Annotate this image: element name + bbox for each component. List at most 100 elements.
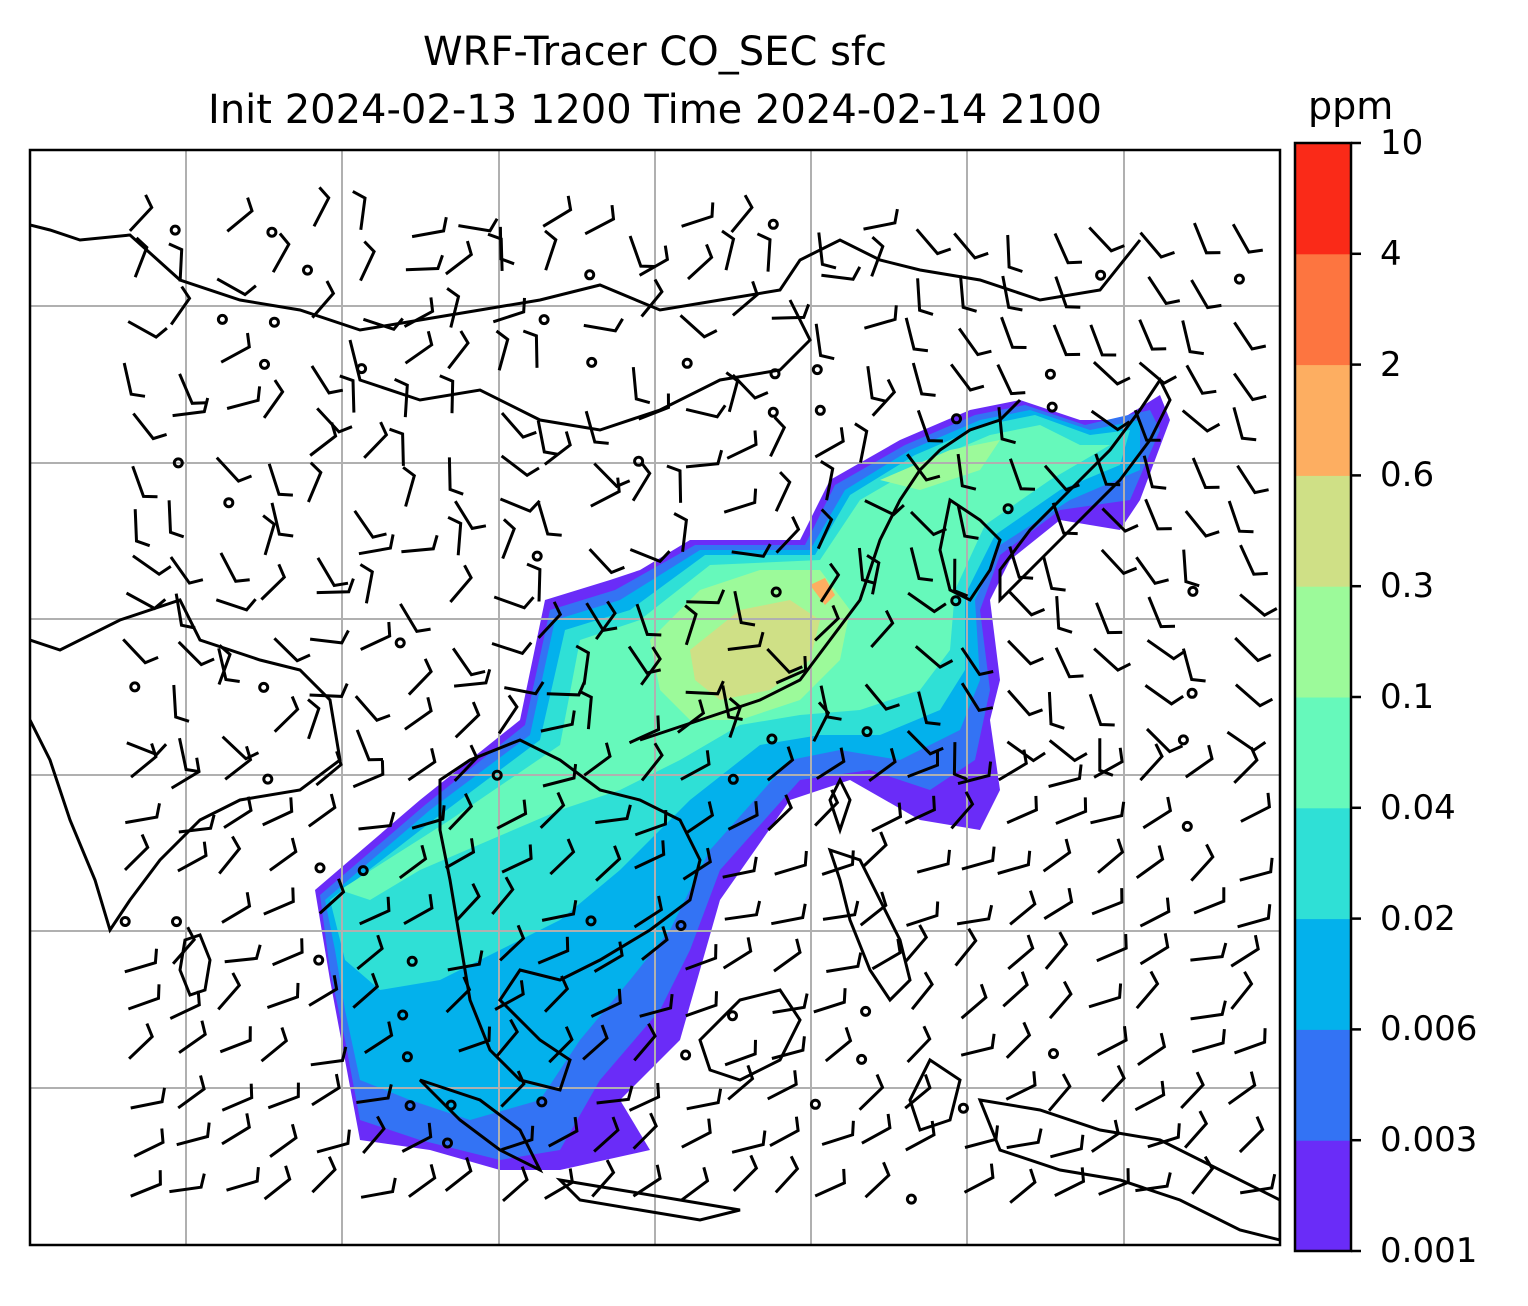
colorbar-segment xyxy=(1295,586,1351,698)
wind-barb xyxy=(1239,1173,1277,1195)
wind-barb xyxy=(814,427,845,459)
wind-barb xyxy=(487,232,504,271)
wind-barb xyxy=(1051,502,1078,536)
wind-barb xyxy=(821,850,855,876)
wind-barb xyxy=(271,232,291,273)
wind-barb-calm xyxy=(1046,401,1058,413)
wind-barb xyxy=(388,427,405,466)
wind-barb xyxy=(1008,546,1034,580)
wind-barb xyxy=(960,647,994,677)
wind-barb xyxy=(310,365,344,395)
colorbar-unit: ppm xyxy=(1308,84,1394,128)
wind-barb xyxy=(177,1075,206,1110)
wind-barb-calm xyxy=(268,316,280,328)
wind-barb xyxy=(870,609,895,648)
wind-barb xyxy=(169,285,192,326)
wind-barb xyxy=(916,278,934,316)
wind-barb xyxy=(501,844,533,874)
colorbar-segment xyxy=(1295,918,1351,1030)
wind-barb xyxy=(721,685,743,721)
wind-barb xyxy=(307,698,321,740)
wind-barb xyxy=(454,500,487,531)
wind-barb xyxy=(686,243,714,281)
wind-barb xyxy=(906,453,941,482)
wind-barb xyxy=(634,810,668,837)
wind-barb xyxy=(960,983,988,1020)
wind-barb xyxy=(731,543,772,558)
wind-barb xyxy=(546,681,586,697)
wind-barb xyxy=(861,1113,892,1145)
coastline-borneo xyxy=(698,988,802,1082)
wind-barb xyxy=(722,856,758,879)
wind-barb xyxy=(496,799,528,830)
wind-barb-calm xyxy=(172,457,184,469)
wind-barb xyxy=(685,449,724,469)
wind-barb xyxy=(817,232,837,270)
wind-barb-calm xyxy=(769,368,781,380)
wind-barb xyxy=(676,699,706,734)
wind-barb xyxy=(854,422,869,463)
wind-barb xyxy=(362,1115,386,1154)
wind-barb-calm xyxy=(767,218,779,230)
wind-barb xyxy=(310,1046,348,1067)
wind-barb xyxy=(1145,727,1184,754)
wind-barb xyxy=(267,1082,300,1110)
wind-barb xyxy=(1054,276,1081,309)
wind-barb xyxy=(177,640,215,667)
wind-barb xyxy=(1091,888,1124,916)
wind-barb-calm xyxy=(1233,273,1245,285)
wind-barb xyxy=(544,1168,575,1200)
wind-barb xyxy=(595,845,622,882)
wind-barb xyxy=(307,793,337,828)
wind-barb xyxy=(168,242,184,282)
wind-barb xyxy=(769,1116,800,1148)
coastline-taiwan xyxy=(828,776,852,835)
wind-barb xyxy=(226,197,254,233)
wind-barb xyxy=(402,466,417,507)
wind-barb xyxy=(354,695,391,722)
wind-barb xyxy=(957,327,992,357)
coastline-china-east xyxy=(639,398,1022,742)
wind-barb xyxy=(362,317,404,332)
wind-barb xyxy=(1146,639,1187,661)
wind-barb xyxy=(171,926,197,965)
wind-barb xyxy=(1101,507,1139,533)
wind-barb xyxy=(547,1116,579,1148)
wind-barb-calm xyxy=(531,550,543,562)
wind-barb xyxy=(682,847,712,881)
wind-barb xyxy=(1053,232,1083,265)
wind-barb xyxy=(724,900,762,921)
wind-barb xyxy=(1047,1073,1072,1112)
wind-barb xyxy=(263,1165,292,1201)
wind-barb xyxy=(1008,458,1036,491)
wind-barb xyxy=(127,984,161,1011)
wind-barb xyxy=(1147,1123,1181,1149)
wind-barb xyxy=(866,365,887,403)
wind-barb xyxy=(128,194,154,232)
wind-barb xyxy=(495,1018,520,1058)
wind-barb xyxy=(169,1173,206,1194)
wind-barb xyxy=(493,595,535,610)
wind-barb xyxy=(124,948,158,974)
wind-barb xyxy=(130,1087,166,1110)
wind-barb xyxy=(358,811,396,831)
wind-barb-calm xyxy=(856,1053,868,1065)
wind-barb xyxy=(1139,743,1164,782)
wind-barb xyxy=(1184,744,1214,779)
wind-barb xyxy=(772,993,809,1014)
wind-barb xyxy=(819,562,841,603)
wind-barb xyxy=(217,972,242,1011)
wind-barb xyxy=(954,927,978,967)
wind-barb xyxy=(680,750,711,781)
wind-barb xyxy=(632,1112,658,1150)
wind-barb xyxy=(444,1157,473,1192)
wind-barb xyxy=(1185,364,1217,395)
wind-barb xyxy=(497,694,519,735)
wind-barbs xyxy=(119,186,1278,1205)
wind-barb xyxy=(591,1159,616,1198)
wind-barb xyxy=(221,892,252,924)
wind-barb xyxy=(997,850,1032,875)
wind-barb-calm xyxy=(861,726,873,738)
wind-barb xyxy=(224,944,262,964)
wind-barb xyxy=(628,235,655,268)
